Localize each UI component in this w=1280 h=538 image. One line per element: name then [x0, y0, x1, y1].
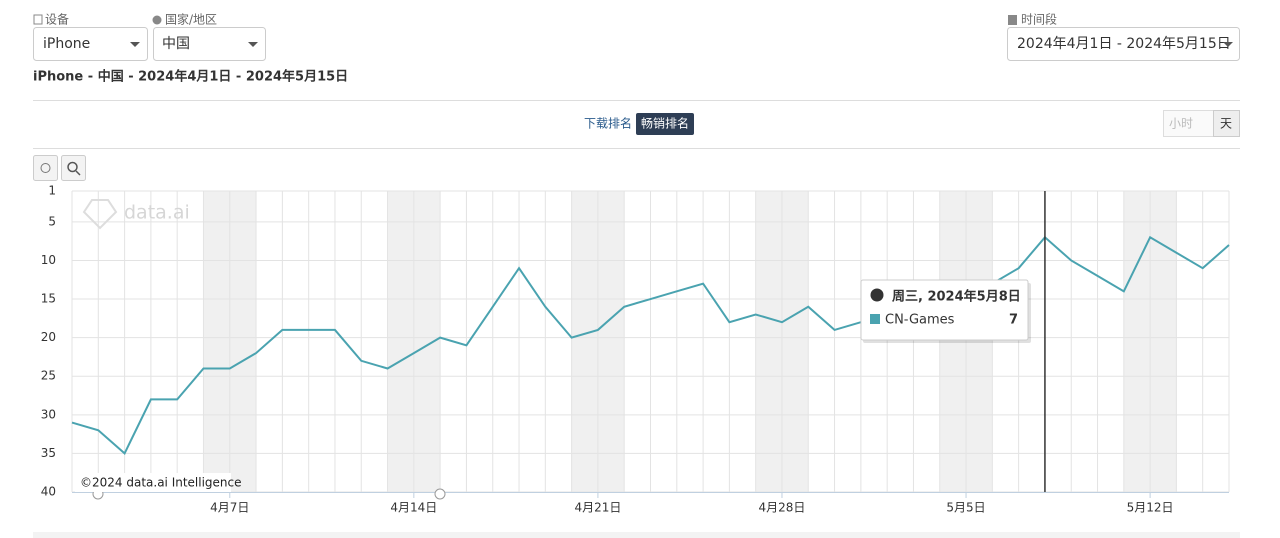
globe-icon	[152, 15, 162, 25]
x-tick-label: 4月7日	[210, 501, 249, 515]
period-label: 时间段	[1021, 12, 1057, 27]
device-value: iPhone	[43, 36, 90, 52]
summary: iPhone - 中国 - 2024年4月1日 - 2024年5月15日	[33, 69, 348, 85]
dropdown-arrow	[1223, 42, 1233, 47]
series-line	[71, 235, 1230, 456]
country-value: 中国	[162, 36, 190, 52]
y-tick-label: 35	[41, 446, 56, 460]
y-tick-label: 10	[41, 253, 56, 267]
day-toggle[interactable]	[1213, 110, 1240, 137]
zoom-icon	[75, 170, 81, 176]
tooltip-value: 7	[1009, 313, 1018, 328]
calendar-icon	[1008, 15, 1017, 25]
footer-bar	[33, 532, 1240, 538]
country-label: 国家/地区	[165, 12, 217, 27]
globe-icon	[870, 288, 884, 302]
device-icon	[33, 14, 43, 25]
day-label: 天	[1220, 117, 1232, 131]
credit: ©2024 data.ai Intelligence	[80, 476, 242, 490]
y-tick-label: 1	[48, 184, 56, 198]
y-tick-label: 30	[41, 407, 56, 421]
hour-label: 小时	[1169, 117, 1193, 131]
period-value: 2024年4月1日 - 2024年5月15日	[1017, 36, 1231, 52]
reset-icon	[40, 163, 51, 173]
device-label: 设备	[45, 13, 69, 27]
y-tick-label: 5	[48, 214, 56, 228]
watermark: data.ai	[124, 202, 190, 224]
x-tick-label: 5月12日	[1127, 501, 1174, 515]
annotation-marker	[434, 488, 446, 500]
x-tick-label: 4月14日	[390, 501, 437, 515]
tooltip-swatch	[870, 314, 880, 324]
y-tick-label: 25	[41, 369, 56, 383]
reset-zoom-button[interactable]	[33, 155, 58, 181]
tooltip-series: CN-Games	[885, 313, 955, 328]
zoom-icon	[67, 161, 78, 173]
x-tick-label: 5月5日	[946, 501, 985, 515]
y-tick-label: 40	[41, 485, 56, 499]
period-select[interactable]	[1007, 27, 1240, 61]
device-select[interactable]	[33, 27, 148, 61]
country-select[interactable]	[153, 27, 266, 61]
x-tick-label: 4月21日	[574, 501, 621, 515]
y-tick-label: 20	[41, 330, 56, 344]
x-tick-label: 4月28日	[759, 501, 806, 515]
tooltip	[860, 279, 1029, 341]
dropdown-arrow	[248, 42, 258, 47]
tooltip-title: 周三, 2024年5月8日	[892, 289, 1021, 305]
tab-active-bg	[636, 113, 694, 135]
zoom-button[interactable]	[61, 155, 86, 181]
dropdown-arrow	[130, 42, 140, 47]
y-tick-label: 15	[41, 292, 56, 306]
watermark-logo	[82, 199, 118, 230]
tab-downloads[interactable]: 下载排名	[584, 116, 632, 131]
tab-revenue[interactable]: 畅销排名	[641, 116, 689, 131]
credit-bg	[75, 473, 231, 492]
